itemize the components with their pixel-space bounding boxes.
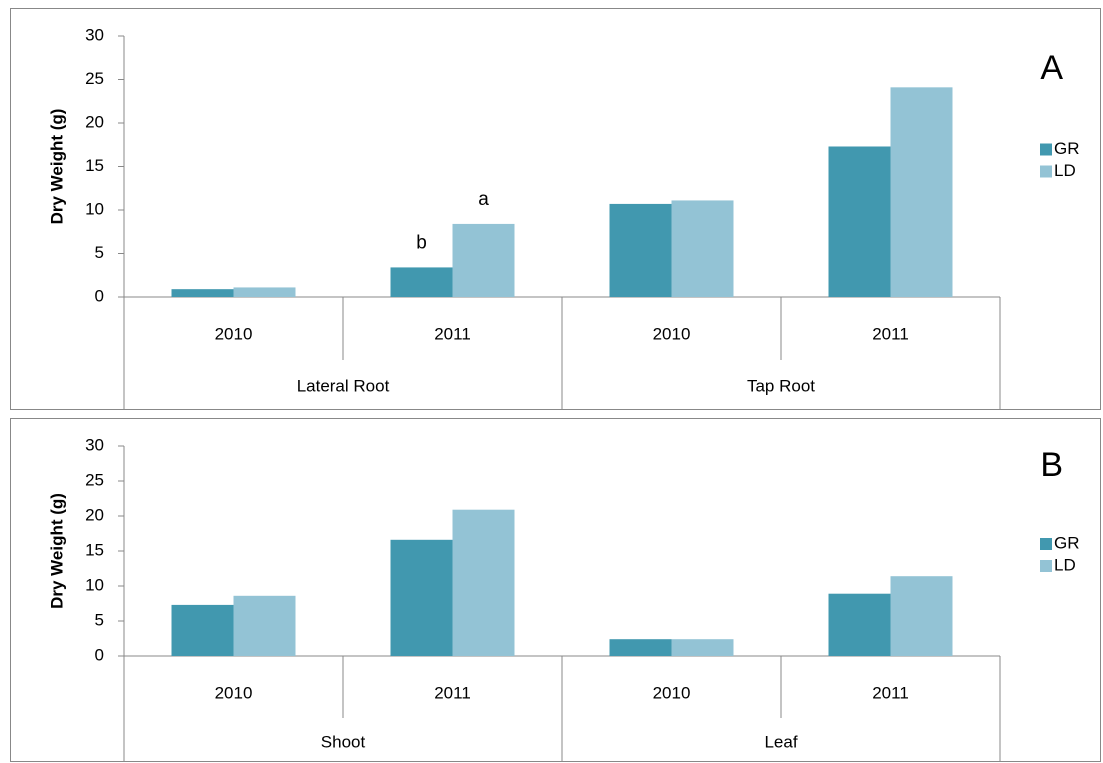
y-axis-label: Dry Weight (g) bbox=[47, 493, 66, 609]
panel-border bbox=[10, 418, 1101, 762]
bar bbox=[609, 203, 672, 297]
bar bbox=[390, 539, 453, 656]
y-axis-label: Dry Weight (g) bbox=[47, 109, 66, 225]
bar bbox=[890, 87, 953, 297]
group-label: Leaf bbox=[764, 732, 797, 751]
legend-label: LD bbox=[1054, 555, 1076, 574]
group-label: Shoot bbox=[321, 732, 366, 751]
bar bbox=[609, 639, 672, 656]
panel-label: B bbox=[1040, 446, 1063, 484]
group-label: Lateral Root bbox=[297, 376, 390, 395]
annotation: a bbox=[478, 189, 489, 210]
bar bbox=[233, 595, 296, 656]
legend-label: GR bbox=[1054, 139, 1080, 158]
group-label: Tap Root bbox=[747, 376, 815, 395]
panel-label: A bbox=[1040, 49, 1063, 87]
bar bbox=[828, 146, 891, 297]
y-tick-label: 30 bbox=[85, 25, 104, 44]
bar bbox=[171, 604, 234, 656]
y-tick-label: 25 bbox=[85, 69, 104, 88]
bar bbox=[452, 223, 515, 297]
y-tick-label: 5 bbox=[95, 610, 104, 629]
legend-swatch bbox=[1040, 143, 1052, 156]
legend-swatch bbox=[1040, 165, 1052, 178]
y-tick-label: 15 bbox=[85, 156, 104, 175]
bar bbox=[452, 509, 515, 656]
y-tick-label: 20 bbox=[85, 505, 104, 524]
x-tick-label: 2010 bbox=[653, 324, 691, 343]
bar bbox=[890, 576, 953, 656]
bar bbox=[671, 200, 734, 297]
y-tick-label: 20 bbox=[85, 112, 104, 131]
x-tick-label: 2010 bbox=[215, 324, 253, 343]
bar bbox=[390, 267, 453, 297]
legend-label: LD bbox=[1054, 161, 1076, 180]
x-tick-label: 2011 bbox=[434, 683, 471, 702]
bar bbox=[171, 289, 234, 297]
x-tick-label: 2010 bbox=[653, 683, 691, 702]
y-tick-label: 0 bbox=[95, 286, 104, 305]
y-tick-label: 10 bbox=[85, 575, 104, 594]
bar bbox=[671, 639, 734, 656]
y-tick-label: 10 bbox=[85, 199, 104, 218]
x-tick-label: 2011 bbox=[434, 324, 471, 343]
x-tick-label: 2011 bbox=[872, 683, 909, 702]
y-tick-label: 30 bbox=[85, 435, 104, 454]
y-tick-label: 25 bbox=[85, 470, 104, 489]
x-tick-label: 2011 bbox=[872, 324, 909, 343]
legend-swatch bbox=[1040, 560, 1052, 572]
panel-border bbox=[10, 8, 1101, 410]
legend-label: GR bbox=[1054, 533, 1080, 552]
y-tick-label: 5 bbox=[95, 243, 104, 262]
y-tick-label: 15 bbox=[85, 540, 104, 559]
bar bbox=[233, 287, 296, 297]
x-tick-label: 2010 bbox=[215, 683, 253, 702]
y-tick-label: 0 bbox=[95, 645, 104, 664]
legend-swatch bbox=[1040, 538, 1052, 550]
bar bbox=[828, 593, 891, 656]
annotation: b bbox=[416, 232, 427, 253]
